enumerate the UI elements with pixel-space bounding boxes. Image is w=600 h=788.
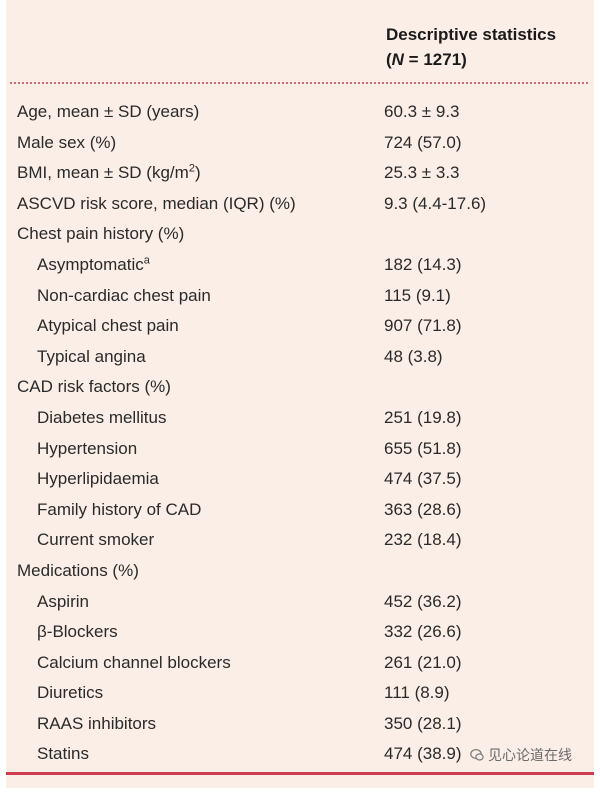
table-row: Calcium channel blockers 261 (21.0) (6, 648, 594, 679)
row-label: Diabetes mellitus (37, 407, 167, 427)
section-row: CAD risk factors (%) (6, 372, 594, 403)
row-label: Diuretics (37, 683, 104, 703)
table-row: Aspirin 452 (36.2) (6, 587, 594, 618)
section-row: Chest pain history (%) (6, 219, 594, 250)
row-value: 261 (21.0) (384, 652, 462, 672)
row-label: BMI, mean ± SD (kg/m2) (17, 161, 201, 185)
row-label: Male sex (%) (17, 132, 117, 152)
row-label: Hyperlipidaemia (37, 469, 159, 489)
row-label: Typical angina (37, 346, 146, 366)
header-divider (10, 82, 588, 84)
watermark-text: 见心论道在线 (488, 747, 572, 763)
row-value: 474 (38.9) (384, 744, 462, 764)
row-label: Current smoker (37, 530, 155, 550)
watermark: 见心论道在线 (470, 745, 572, 765)
section-row: Medications (%) (6, 556, 594, 587)
section-label: Chest pain history (%) (17, 224, 185, 244)
table-row: Asymptomatica 182 (14.3) (6, 250, 594, 281)
table-row: Statins 474 (38.9) (6, 739, 594, 770)
row-label: Non-cardiac chest pain (37, 285, 211, 305)
row-label: Family history of CAD (37, 499, 202, 519)
table-body: Age, mean ± SD (years) 60.3 ± 9.3 Male s… (6, 97, 594, 770)
section-label: Medications (%) (17, 560, 139, 580)
row-label: Calcium channel blockers (37, 652, 231, 672)
table-row: Diuretics 111 (8.9) (6, 678, 594, 709)
row-value: 907 (71.8) (384, 316, 462, 336)
table-row: ASCVD risk score, median (IQR) (%) 9.3 (… (6, 189, 594, 220)
table-row: Typical angina 48 (3.8) (6, 342, 594, 373)
row-value: 655 (51.8) (384, 438, 462, 458)
table-row: RAAS inhibitors 350 (28.1) (6, 709, 594, 740)
table-row: Hyperlipidaemia 474 (37.5) (6, 464, 594, 495)
row-value: 332 (26.6) (384, 622, 462, 642)
row-label: Atypical chest pain (37, 316, 179, 336)
row-label-text: BMI, mean ± SD (kg/m (17, 163, 189, 183)
table-bottom-rule (6, 772, 594, 775)
header-title-rest: = 1271) (403, 50, 467, 69)
footnote-marker: a (143, 254, 150, 267)
row-value: 48 (3.8) (384, 346, 443, 366)
row-value: 111 (8.9) (384, 683, 450, 703)
row-label: Age, mean ± SD (years) (17, 102, 200, 121)
row-label: Asymptomatica (37, 253, 150, 277)
row-value: 363 (28.6) (384, 499, 462, 519)
row-value: 724 (57.0) (384, 132, 462, 152)
table-row: Male sex (%) 724 (57.0) (6, 128, 594, 159)
header-title-n: N (391, 50, 404, 69)
table-row: Diabetes mellitus 251 (19.8) (6, 403, 594, 434)
table-container: Descriptive statistics (N = 1271) Age, m… (6, 0, 594, 788)
table-row: Hypertension 655 (51.8) (6, 434, 594, 465)
table-header: Descriptive statistics (N = 1271) (6, 0, 594, 80)
header-title-open: ( (386, 50, 392, 69)
row-value: 182 (14.3) (384, 254, 462, 274)
row-label: Aspirin (37, 591, 89, 611)
row-value: 60.3 ± 9.3 (384, 102, 460, 121)
row-value: 452 (36.2) (384, 591, 462, 611)
table-row: BMI, mean ± SD (kg/m2) 25.3 ± 3.3 (6, 158, 594, 189)
row-label-text-end: ) (194, 163, 201, 183)
row-value: 9.3 (4.4-17.6) (384, 193, 487, 213)
row-value: 232 (18.4) (384, 530, 462, 550)
row-value: 115 (9.1) (384, 285, 451, 305)
row-value: 251 (19.8) (384, 407, 462, 427)
row-value: 350 (28.1) (384, 713, 462, 733)
header-title-line1: Descriptive statistics (386, 25, 557, 44)
section-label: CAD risk factors (%) (17, 377, 171, 397)
row-value: 25.3 ± 3.3 (384, 163, 460, 183)
row-label: ASCVD risk score, median (IQR) (%) (17, 193, 296, 213)
row-label: Statins (37, 744, 89, 764)
table-row: β-Blockers 332 (26.6) (6, 617, 594, 648)
row-label: Hypertension (37, 438, 138, 458)
superscript: 2 (188, 162, 195, 175)
table-row: Age, mean ± SD (years) 60.3 ± 9.3 (6, 97, 594, 128)
row-label: RAAS inhibitors (37, 713, 157, 733)
column-header-descriptive-statistics: Descriptive statistics (N = 1271) (386, 22, 591, 72)
table-row: Non-cardiac chest pain 115 (9.1) (6, 281, 594, 312)
row-label: β-Blockers (37, 622, 118, 642)
table-row: Current smoker 232 (18.4) (6, 525, 594, 556)
row-label-text: Asymptomatic (37, 254, 144, 274)
row-value: 474 (37.5) (384, 469, 462, 489)
chat-bubble-icon (470, 748, 484, 762)
table-row: Atypical chest pain 907 (71.8) (6, 311, 594, 342)
table-row: Family history of CAD 363 (28.6) (6, 495, 594, 526)
